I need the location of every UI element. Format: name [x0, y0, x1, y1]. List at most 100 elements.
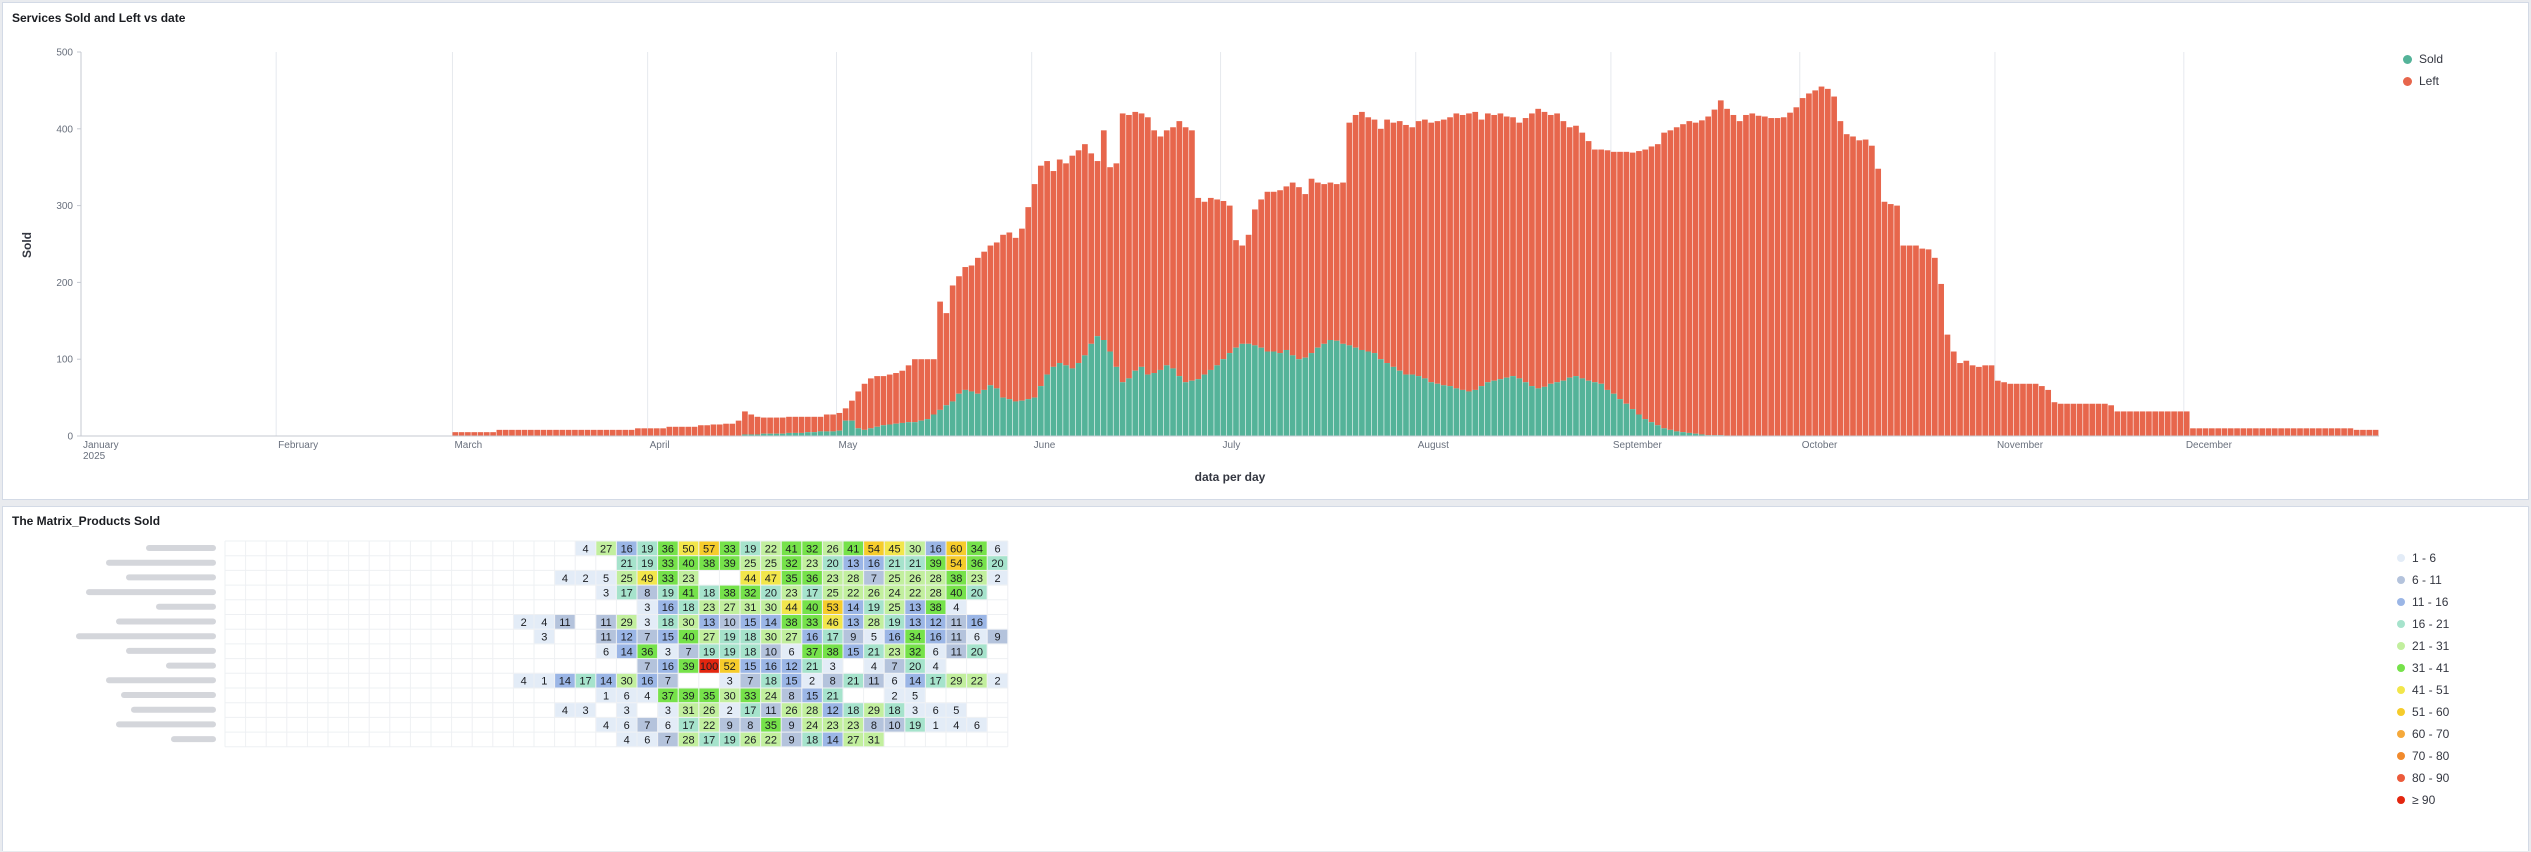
heatmap-legend-item[interactable]: 51 - 60 — [2397, 701, 2449, 723]
bar-left — [943, 313, 950, 406]
bar-left — [2064, 403, 2070, 436]
matrix-cell-value: 15 — [785, 676, 797, 688]
matrix-cell-value: 28 — [868, 617, 880, 629]
matrix-cell — [678, 659, 699, 673]
bar-left — [515, 429, 522, 436]
bar-sold — [1472, 389, 1479, 436]
matrix-cell — [781, 688, 802, 703]
bar-left — [1976, 366, 1982, 436]
bar-left — [603, 429, 610, 436]
bar-left — [1289, 182, 1296, 356]
bar-sold — [874, 426, 880, 436]
bar-left — [1661, 132, 1667, 429]
matrix-cell — [946, 717, 967, 732]
matrix-cell-value: 31 — [744, 602, 756, 614]
heatmap-legend-item[interactable]: 60 - 70 — [2397, 723, 2449, 745]
matrix-cell — [864, 703, 884, 717]
bar-left — [729, 423, 736, 436]
matrix-cell — [575, 703, 596, 717]
matrix-cell — [658, 570, 678, 585]
bar-left — [2083, 403, 2089, 436]
bar-left — [1264, 191, 1271, 352]
heatmap-legend-item[interactable]: 16 - 21 — [2397, 613, 2449, 635]
matrix-cell-value: 4 — [541, 617, 547, 629]
matrix-cell — [719, 644, 740, 659]
bar-left — [1472, 111, 1479, 390]
bar-left — [572, 429, 578, 436]
bar-left — [937, 301, 943, 410]
matrix-cell-value: 3 — [541, 632, 547, 644]
matrix-cell — [781, 585, 802, 600]
matrix-cell-value: 21 — [909, 558, 921, 570]
bar-left — [685, 426, 692, 436]
matrix-cell-value: 17 — [703, 734, 715, 746]
heatmap-legend-item[interactable]: 11 - 16 — [2397, 591, 2449, 613]
bar-left — [2209, 428, 2215, 436]
bar-left — [679, 426, 685, 436]
matrix-cell — [822, 717, 843, 732]
bar-left — [2309, 428, 2316, 436]
matrix-cell — [740, 644, 761, 659]
bar-left — [1277, 190, 1283, 354]
bar-sold — [836, 430, 843, 436]
legend-item-sold[interactable]: Sold — [2403, 48, 2443, 70]
heatmap-legend-item[interactable]: 6 - 11 — [2397, 569, 2449, 591]
matrix-cell — [987, 629, 1008, 644]
bar-left — [2347, 428, 2354, 436]
bar-sold — [798, 432, 805, 436]
bar-sold — [1466, 391, 1472, 436]
bar-sold — [786, 432, 792, 436]
bar-left — [590, 429, 597, 436]
matrix-cell — [781, 570, 802, 585]
bar-sold — [773, 433, 780, 436]
matrix-cell — [658, 541, 678, 556]
bar-sold — [1327, 340, 1334, 436]
matrix-cell-value: 24 — [888, 587, 900, 599]
matrix-cell — [761, 644, 781, 659]
matrix-cell-value: 5 — [953, 705, 959, 717]
matrix-cell-value: 4 — [603, 720, 609, 732]
matrix-cell-value: 26 — [868, 587, 880, 599]
bar-legend: Sold Left — [2403, 48, 2443, 92]
heatmap-legend-item[interactable]: ≥ 90 — [2397, 789, 2449, 811]
heatmap-legend-item[interactable]: 41 - 51 — [2397, 679, 2449, 701]
matrix-cell — [761, 570, 781, 585]
matrix-cell — [761, 659, 781, 673]
bar-left — [2070, 403, 2077, 436]
matrix-cell-value: 45 — [888, 543, 900, 555]
matrix-cell — [761, 673, 781, 688]
matrix-cell-value: 16 — [621, 543, 633, 555]
matrix-cell-value: 3 — [727, 676, 733, 688]
matrix-cell-value: 14 — [600, 676, 612, 688]
bar-sold — [930, 414, 937, 436]
matrix-cell-value: 11 — [951, 632, 962, 644]
heatmap-legend-item[interactable]: 31 - 41 — [2397, 657, 2449, 679]
bar-left — [1459, 114, 1466, 390]
bar-sold — [1050, 366, 1057, 436]
heatmap-legend-item[interactable]: 1 - 6 — [2397, 547, 2449, 569]
bar-left — [1963, 360, 1970, 436]
matrix-cell-value: 14 — [559, 676, 571, 688]
matrix-cell — [616, 644, 637, 659]
matrix-row: 3 17 8 19 41 18 38 32 20 23 17 25 22 26 24 22 28 40 20 — [596, 585, 987, 600]
matrix-cell — [843, 615, 864, 629]
bar-left — [1629, 152, 1636, 410]
bar-left — [1226, 205, 1233, 354]
matrix-cell-value: 3 — [624, 705, 630, 717]
heatmap-legend-item[interactable]: 21 - 31 — [2397, 635, 2449, 657]
bar-sold — [1529, 386, 1535, 436]
matrix-row: 3 11 12 7 15 40 27 19 18 30 27 16 17 9 5 16 34 16 11 6 9 — [534, 629, 1008, 644]
matrix-cell-value: 13 — [847, 558, 859, 570]
heatmap-legend-item[interactable]: 80 - 90 — [2397, 767, 2449, 789]
bar-sold — [1692, 433, 1699, 436]
bar-left — [1648, 146, 1655, 423]
matrix-cell — [781, 556, 802, 570]
bar-left — [1182, 127, 1189, 383]
bar-left — [886, 374, 893, 425]
matrix-cell — [761, 732, 781, 747]
matrix-cell — [822, 673, 843, 688]
legend-item-left[interactable]: Left — [2403, 70, 2443, 92]
bar-left — [1869, 145, 1875, 437]
matrix-cell — [864, 717, 884, 732]
heatmap-legend-item[interactable]: 70 - 80 — [2397, 745, 2449, 767]
